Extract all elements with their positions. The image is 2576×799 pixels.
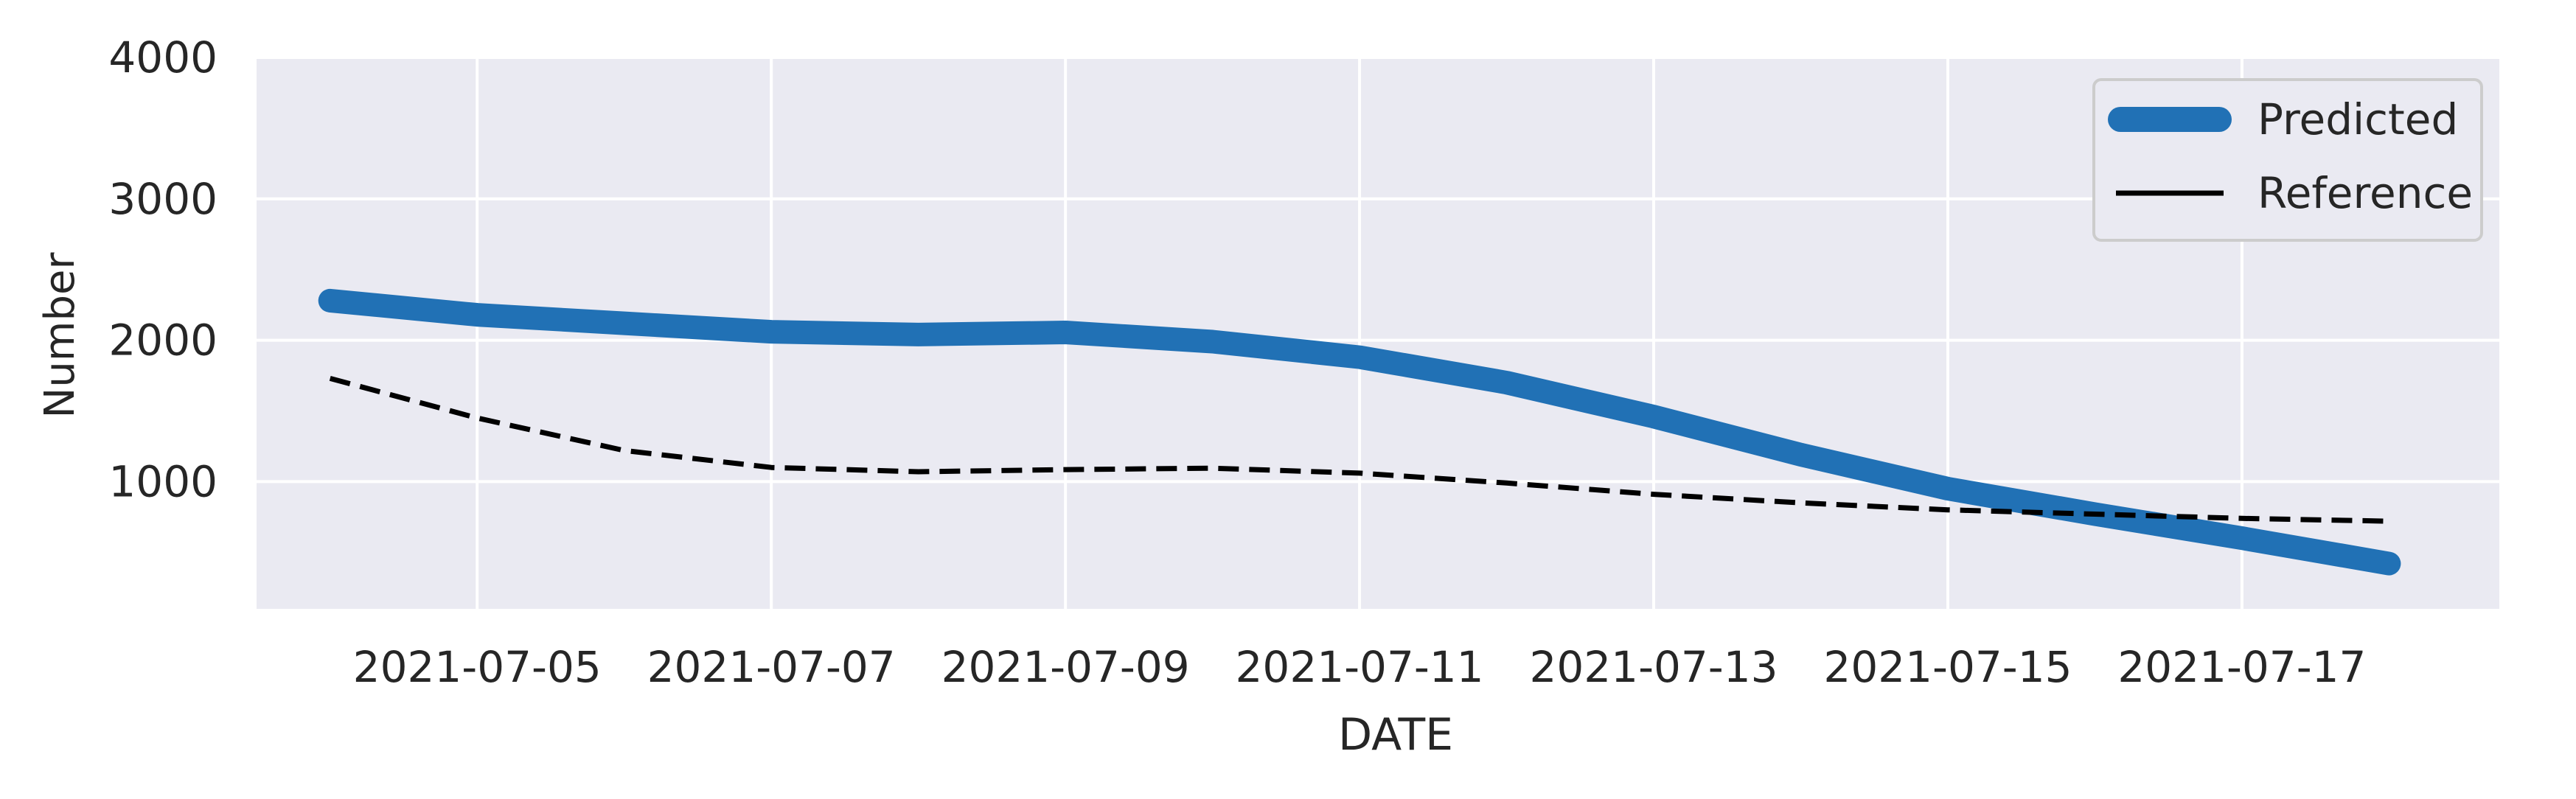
x-tick-label: 2021-07-09 [941, 642, 1190, 692]
series-lines [318, 288, 2401, 576]
legend: Predicted Reference [2092, 78, 2483, 242]
series-line-reference [329, 376, 2389, 524]
legend-label-reference: Reference [2258, 168, 2473, 218]
x-tick-labels: 2021-07-05 2021-07-07 2021-07-09 2021-07-11… [353, 642, 2367, 692]
x-tick-label: 2021-07-13 [1529, 642, 1778, 692]
x-tick-label: 2021-07-07 [647, 642, 896, 692]
x-tick-label: 2021-07-11 [1236, 642, 1484, 692]
y-tick-label: 3000 [108, 174, 217, 224]
x-tick-label: 2021-07-17 [2117, 642, 2366, 692]
y-tick-label: 2000 [108, 315, 217, 366]
series-line-predicted [318, 288, 2401, 576]
x-axis-label: DATE [1338, 709, 1453, 761]
x-tick-label: 2021-07-15 [1823, 642, 2072, 692]
y-tick-label: 1000 [108, 456, 217, 506]
legend-label-predicted: Predicted [2258, 94, 2458, 144]
x-tick-label: 2021-07-05 [353, 642, 602, 692]
y-axis-label: Number [36, 252, 84, 419]
y-tick-labels: 1000 2000 3000 4000 [108, 32, 217, 506]
y-tick-label: 4000 [108, 32, 217, 83]
